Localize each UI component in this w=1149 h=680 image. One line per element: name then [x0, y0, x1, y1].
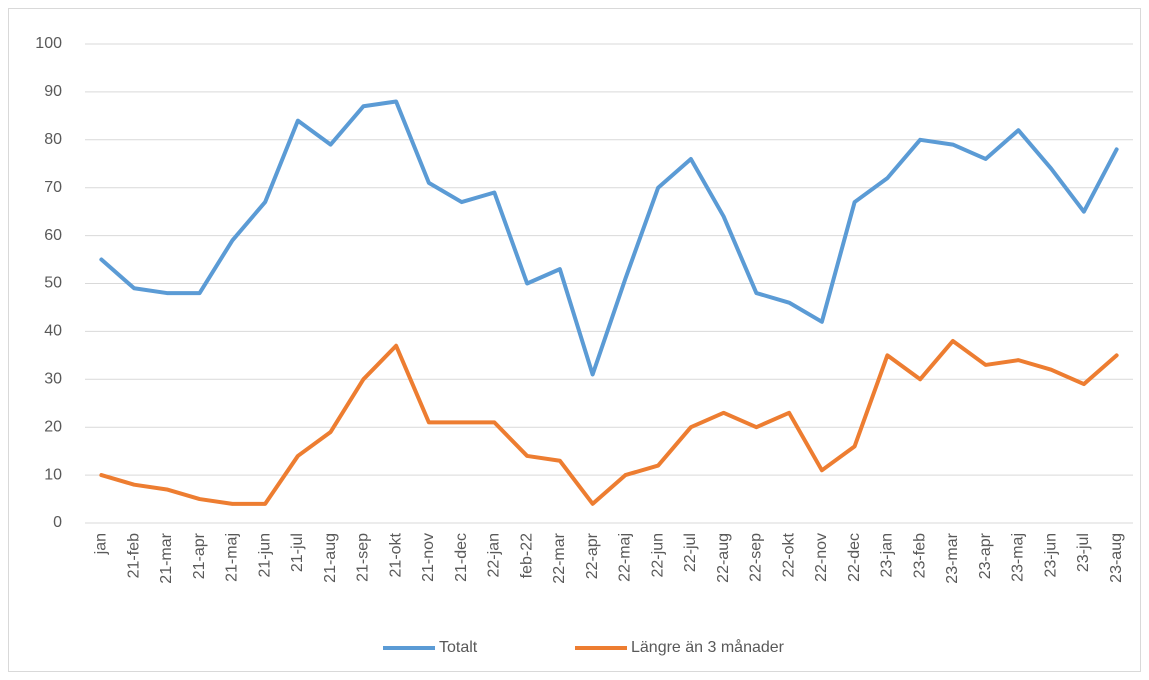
x-tick-label: 21-okt [387, 532, 404, 577]
x-tick-label: 22-okt [780, 532, 797, 577]
x-tick-label: jan [93, 533, 110, 555]
x-tick-label: 21-dec [453, 533, 470, 582]
x-tick-label: 21-maj [224, 533, 241, 582]
line-series [99, 99, 1119, 377]
x-tick-label: 21-jun [256, 533, 273, 577]
x-tick-label: 23-jan [879, 533, 896, 577]
x-tick-label: 21-nov [420, 533, 437, 582]
x-tick-label: 23-maj [1010, 533, 1027, 582]
x-tick-label: feb-22 [518, 533, 535, 578]
chart-border [8, 8, 1141, 672]
y-tick-label: 0 [53, 514, 62, 531]
x-tick-label: 21-aug [322, 533, 339, 583]
y-tick-label: 60 [44, 227, 62, 244]
x-tick-label: 22-mar [551, 532, 568, 583]
legend-label: Totalt [439, 639, 478, 656]
x-tick-label: 21-sep [355, 533, 372, 582]
x-tick-label: 22-dec [846, 533, 863, 582]
x-tick-label: 23-apr [977, 532, 994, 579]
x-tick-label: 21-jul [289, 533, 306, 572]
y-tick-label: 30 [44, 371, 62, 388]
x-tick-label: 21-apr [191, 532, 208, 579]
x-tick-label: 23-jul [1075, 533, 1092, 572]
y-tick-label: 50 [44, 275, 62, 292]
x-tick-label: 22-maj [617, 533, 634, 582]
x-tick-label: 22-sep [748, 533, 765, 582]
y-tick-label: 10 [44, 466, 62, 483]
line-series [99, 338, 1119, 506]
x-tick-label: 22-apr [584, 532, 601, 579]
y-tick-label: 70 [44, 179, 62, 196]
y-tick-label: 90 [44, 83, 62, 100]
x-tick-label: 23-jun [1042, 533, 1059, 577]
x-tick-label: 22-aug [715, 533, 732, 583]
y-tick-label: 100 [35, 35, 62, 52]
x-tick-label: 21-mar [158, 532, 175, 583]
x-tick-label: 22-nov [813, 533, 830, 582]
y-tick-label: 20 [44, 418, 62, 435]
x-tick-label: 23-mar [944, 532, 961, 583]
x-tick-label: 22-jun [649, 533, 666, 577]
x-tick-label: 23-aug [1108, 533, 1125, 583]
x-tick-label: 22-jul [682, 533, 699, 572]
y-tick-label: 40 [44, 323, 62, 340]
legend-label: Längre än 3 månader [631, 638, 785, 656]
y-tick-label: 80 [44, 131, 62, 148]
x-tick-label: 23-feb [911, 533, 928, 578]
x-tick-label: 21-feb [125, 533, 142, 578]
x-tick-label: 22-jan [486, 533, 503, 577]
